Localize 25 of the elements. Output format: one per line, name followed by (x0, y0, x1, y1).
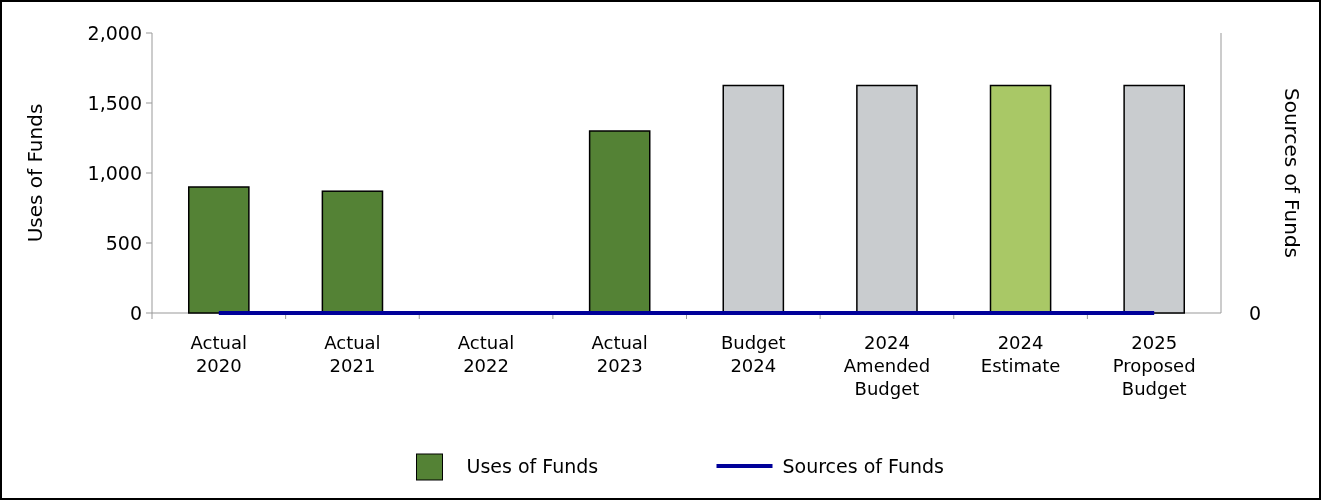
bar (188, 186, 250, 314)
x-tick-label: 2024 Amended Budget (843, 332, 931, 399)
x-tick-label: Actual 2022 (457, 332, 515, 376)
y-tick-label: 1,000 (87, 161, 142, 184)
y-tick-label: 500 (105, 231, 142, 254)
bar (588, 130, 651, 314)
text: 0 (1249, 301, 1262, 324)
x-tick-label: Actual 2020 (190, 332, 248, 376)
bar (989, 84, 1052, 314)
x-tick-label: Actual 2021 (324, 332, 381, 376)
y-tick-label: 1,500 (87, 91, 142, 114)
x-tick-label: 2024 Estimate (980, 332, 1061, 376)
y-axis-title: Uses of Funds (23, 103, 47, 243)
x-tick-label: Budget 2024 (720, 332, 786, 376)
bar (856, 84, 918, 314)
y-tick-label: 0 (129, 301, 142, 324)
bar (722, 84, 785, 314)
y2-axis-title: Sources of Funds (1280, 88, 1304, 258)
bar (321, 190, 384, 314)
legend-label: Uses of Funds (466, 454, 599, 477)
legend-label: Sources of Funds (782, 454, 944, 477)
x-tick-label: Actual 2023 (591, 332, 648, 376)
y-tick-label: 2,000 (87, 21, 142, 44)
x-tick-label: 2025 Proposed Budget (1112, 332, 1196, 399)
bar (1123, 84, 1185, 314)
